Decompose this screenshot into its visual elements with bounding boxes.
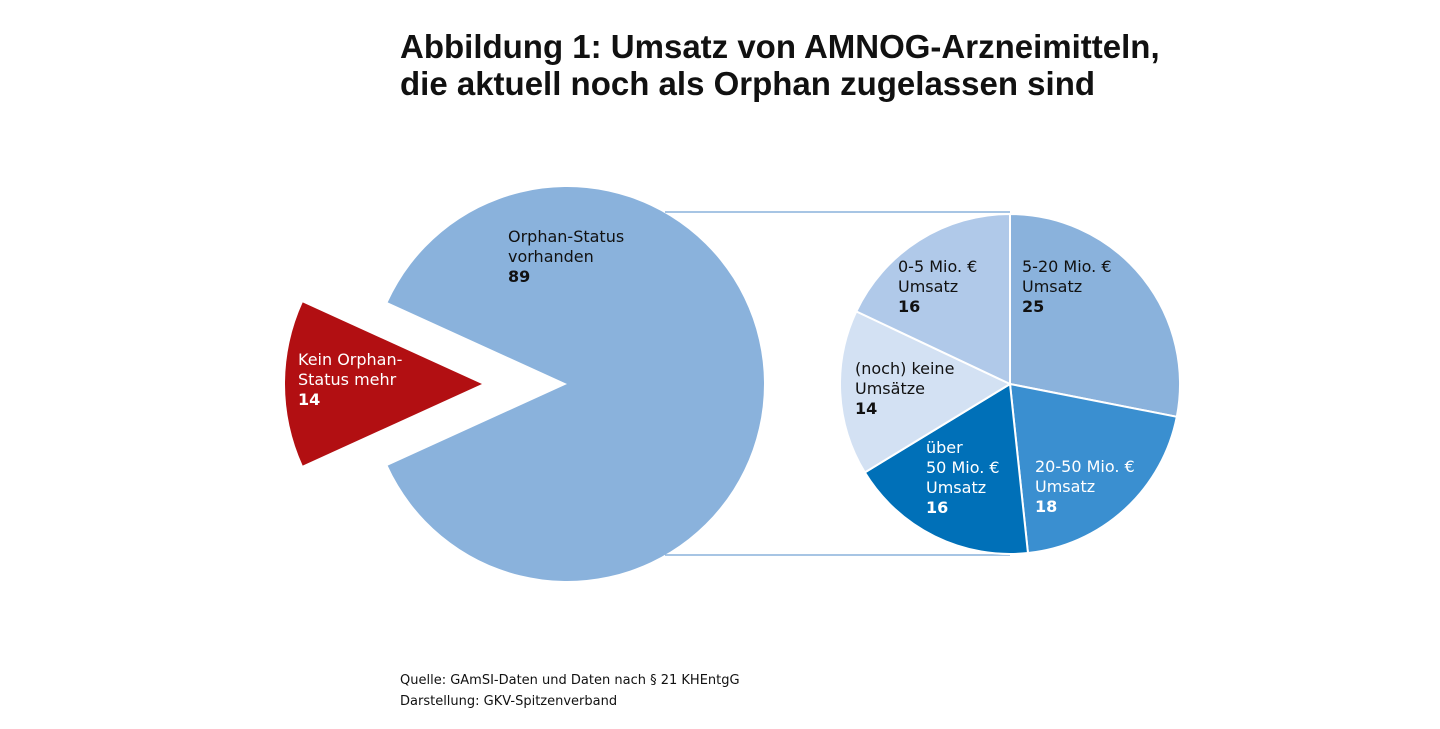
slice-value: 89 [508,267,530,286]
slice-label: 5-20 Mio. € Umsatz [1022,257,1112,296]
slice-value: 16 [926,498,948,517]
slice-label: über 50 Mio. € Umsatz [926,438,1000,497]
pie-slice [285,302,482,466]
pie-slice [1008,382,1178,555]
source: Quelle: GAmSI-Daten und Daten nach § 21 … [400,673,740,688]
pie-slice [839,310,1013,474]
slice-label: Orphan-Status vorhanden [508,227,624,266]
pie-slice [1009,212,1182,418]
pie-slice [387,186,764,581]
chart-title: Abbildung 1: Umsatz von AMNOG-Arzneimitt… [400,28,1160,102]
credit: Darstellung: GKV-Spitzenverband [400,694,617,709]
slice-value: 14 [855,399,877,418]
slice-value: 25 [1022,297,1044,316]
slice-label: Kein Orphan-Status mehr [298,350,402,389]
slice-label: (noch) keine Umsätze [855,359,954,398]
slice-value: 18 [1035,497,1057,516]
slice-value: 14 [298,390,320,409]
slice-label: 20-50 Mio. € Umsatz [1035,457,1135,496]
slice-value: 16 [898,297,920,316]
pie-slice [854,212,1011,386]
slice-label: 0-5 Mio. € Umsatz [898,257,977,296]
pie-slice [863,382,1030,555]
